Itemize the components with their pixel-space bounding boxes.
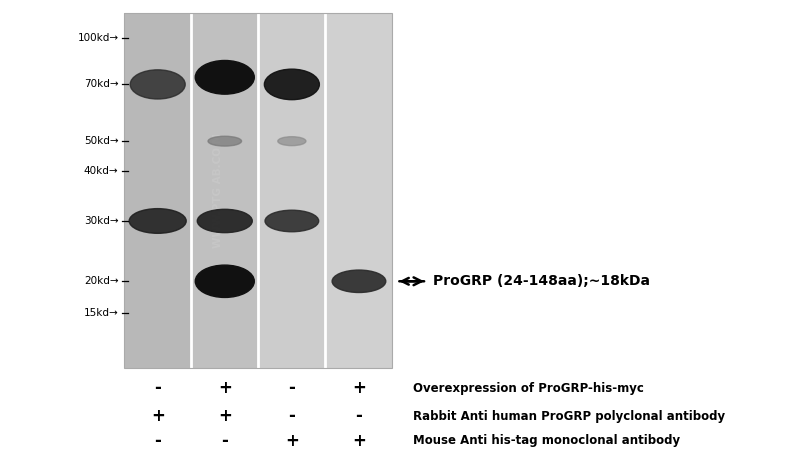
- Text: WWW.PTG AB.CO M: WWW.PTG AB.CO M: [213, 133, 223, 248]
- Ellipse shape: [129, 209, 186, 233]
- Bar: [124, 13, 191, 368]
- Text: -: -: [155, 432, 161, 449]
- Text: 50kd→: 50kd→: [84, 136, 119, 146]
- Text: +: +: [218, 379, 231, 397]
- Text: 40kd→: 40kd→: [84, 166, 119, 176]
- Ellipse shape: [195, 265, 254, 297]
- Ellipse shape: [195, 61, 254, 94]
- Ellipse shape: [131, 70, 185, 99]
- Bar: [258, 13, 325, 368]
- Text: Overexpression of ProGRP-his-myc: Overexpression of ProGRP-his-myc: [413, 382, 643, 395]
- Text: -: -: [288, 407, 296, 425]
- Text: 100kd→: 100kd→: [78, 33, 119, 43]
- Ellipse shape: [264, 69, 320, 100]
- Ellipse shape: [332, 270, 386, 292]
- Ellipse shape: [197, 209, 252, 233]
- Bar: [191, 13, 258, 368]
- Text: -: -: [221, 432, 228, 449]
- Text: 70kd→: 70kd→: [84, 79, 119, 89]
- Text: 15kd→: 15kd→: [84, 308, 119, 318]
- Text: Rabbit Anti human ProGRP polyclonal antibody: Rabbit Anti human ProGRP polyclonal anti…: [413, 410, 725, 423]
- Text: ProGRP (24-148aa);∼18kDa: ProGRP (24-148aa);∼18kDa: [433, 274, 650, 288]
- Text: -: -: [288, 379, 296, 397]
- Text: +: +: [285, 432, 299, 449]
- Bar: [325, 13, 392, 368]
- Text: 30kd→: 30kd→: [84, 216, 119, 226]
- Text: +: +: [151, 407, 165, 425]
- Text: +: +: [352, 379, 366, 397]
- Ellipse shape: [208, 136, 242, 146]
- Text: +: +: [218, 407, 231, 425]
- Bar: [124, 13, 392, 368]
- Text: -: -: [155, 379, 161, 397]
- Text: 20kd→: 20kd→: [84, 276, 119, 286]
- Text: +: +: [352, 432, 366, 449]
- Text: -: -: [356, 407, 362, 425]
- Ellipse shape: [278, 136, 306, 145]
- Text: Mouse Anti his-tag monoclonal antibody: Mouse Anti his-tag monoclonal antibody: [413, 435, 679, 447]
- Ellipse shape: [265, 210, 319, 232]
